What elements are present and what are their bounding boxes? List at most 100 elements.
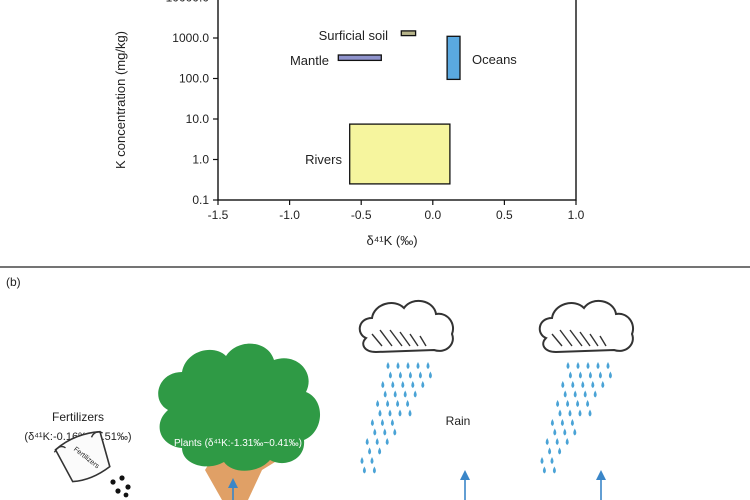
rain-drop xyxy=(396,400,400,407)
rain-drop xyxy=(418,371,422,379)
rain-drop xyxy=(576,400,580,407)
x-tick-label: 1.0 xyxy=(568,208,585,222)
rain-drop xyxy=(372,466,376,474)
rain-drop xyxy=(568,409,572,417)
y-tick-label: 100.0 xyxy=(179,72,209,86)
plants-label: Plants (δ⁴¹K:-1.31‰~0.41‰) xyxy=(174,438,302,449)
rain-drop xyxy=(428,371,432,379)
x-tick-label: -0.5 xyxy=(351,208,372,222)
x-tick-label: 0.5 xyxy=(496,208,513,222)
rain-label: Rain xyxy=(446,414,471,428)
rain-drop xyxy=(560,419,564,426)
trunk-uptake-arrow xyxy=(228,478,238,500)
rain-drop xyxy=(416,362,420,369)
rain-drop xyxy=(550,457,554,464)
rain-drop xyxy=(553,428,557,436)
x-axis-ticks: -1.5 -1.0 -0.5 0.0 0.5 1.0 xyxy=(208,200,585,222)
rain-drop xyxy=(586,400,590,407)
tree-icon xyxy=(158,343,321,500)
rain-drop xyxy=(375,438,379,445)
y-tick-label: 1000.0 xyxy=(172,31,209,45)
y-tick-label: 10000.0 xyxy=(166,0,210,5)
label-mantle: Mantle xyxy=(290,53,329,68)
cloud-icon-right xyxy=(538,299,634,354)
label-surficial-soil: Surficial soil xyxy=(319,28,388,43)
rain-drop xyxy=(558,447,562,455)
range-box-surficial-soil xyxy=(400,30,417,37)
ground-arrow-left xyxy=(460,470,470,500)
rain-drops-right xyxy=(540,362,612,474)
panel-a-chart: -1.5 -1.0 -0.5 0.0 0.5 1.0 0.1 1.0 10.0 100.0 100… xyxy=(113,0,585,248)
rain-drop xyxy=(406,362,410,369)
y-tick-label: 1.0 xyxy=(192,153,209,167)
rain-drop xyxy=(391,381,395,388)
rain-drop xyxy=(368,447,372,455)
rain-drop xyxy=(601,381,605,388)
rain-drop xyxy=(385,438,389,445)
rain-drop xyxy=(378,447,382,455)
rain-drop xyxy=(573,428,577,436)
rain-drop xyxy=(593,390,597,398)
rain-drop xyxy=(570,419,574,426)
rain-drop xyxy=(383,428,387,436)
rain-drop xyxy=(565,438,569,445)
rain-drop xyxy=(586,362,590,369)
fertilizers-title: Fertilizers xyxy=(52,410,104,424)
x-tick-label: -1.0 xyxy=(279,208,300,222)
rain-drop xyxy=(403,390,407,398)
rain-drop xyxy=(596,362,600,369)
y-tick-label: 10.0 xyxy=(186,112,210,126)
rain-drop xyxy=(578,409,582,417)
x-tick-label: -1.5 xyxy=(208,208,229,222)
rain-drop xyxy=(380,419,384,426)
fertilizer-bag-icon: Fertilizers xyxy=(53,430,111,483)
fertilizer-pellets xyxy=(110,475,131,498)
rain-drop xyxy=(548,447,552,455)
rain-drop xyxy=(558,409,562,417)
range-boxes xyxy=(337,30,461,185)
rain-drop xyxy=(388,371,392,379)
rain-drop xyxy=(542,466,546,474)
rain-drop xyxy=(608,371,612,379)
rain-drop xyxy=(370,457,374,464)
rain-drop xyxy=(552,466,556,474)
y-tick-label: 0.1 xyxy=(192,193,209,207)
rain-drop xyxy=(393,428,397,436)
rain-drop xyxy=(591,381,595,388)
rain-drop xyxy=(378,409,382,417)
panel-b-schematic: (b) Fertilizers (δ⁴¹K:-0.16‰~0.51‰) Fert… xyxy=(6,275,634,500)
rain-drop xyxy=(566,362,570,369)
rain-drop xyxy=(426,362,430,369)
rain-drop xyxy=(583,390,587,398)
range-box-oceans xyxy=(446,35,461,81)
rain-drop xyxy=(393,390,397,398)
rain-drop xyxy=(390,419,394,426)
rain-drop xyxy=(421,381,425,388)
rain-drop xyxy=(401,381,405,388)
rain-drop xyxy=(550,419,554,426)
ground-arrow-right xyxy=(596,470,606,500)
rain-drop xyxy=(386,362,390,369)
rain-drop xyxy=(362,466,366,474)
label-rivers: Rivers xyxy=(305,152,342,167)
rain-drop xyxy=(571,381,575,388)
rain-drop xyxy=(556,400,560,407)
rain-drop xyxy=(406,400,410,407)
rain-drop xyxy=(383,390,387,398)
y-axis-label: K concentration (mg/kg) xyxy=(113,31,128,169)
rain-drop xyxy=(398,409,402,417)
rain-drop xyxy=(408,371,412,379)
plot-frame xyxy=(217,0,577,201)
x-tick-label: 0.0 xyxy=(424,208,441,222)
rain-drop xyxy=(598,371,602,379)
label-oceans: Oceans xyxy=(472,52,517,67)
panel-b-label: (b) xyxy=(6,275,21,289)
rain-drop xyxy=(408,409,412,417)
rain-drop xyxy=(413,390,417,398)
rain-drop xyxy=(566,400,570,407)
rain-drop xyxy=(365,438,369,445)
y-axis-ticks: 0.1 1.0 10.0 100.0 1000.0 10000.0 xyxy=(166,0,218,207)
rain-drop xyxy=(573,390,577,398)
rain-drops-left xyxy=(360,362,432,474)
